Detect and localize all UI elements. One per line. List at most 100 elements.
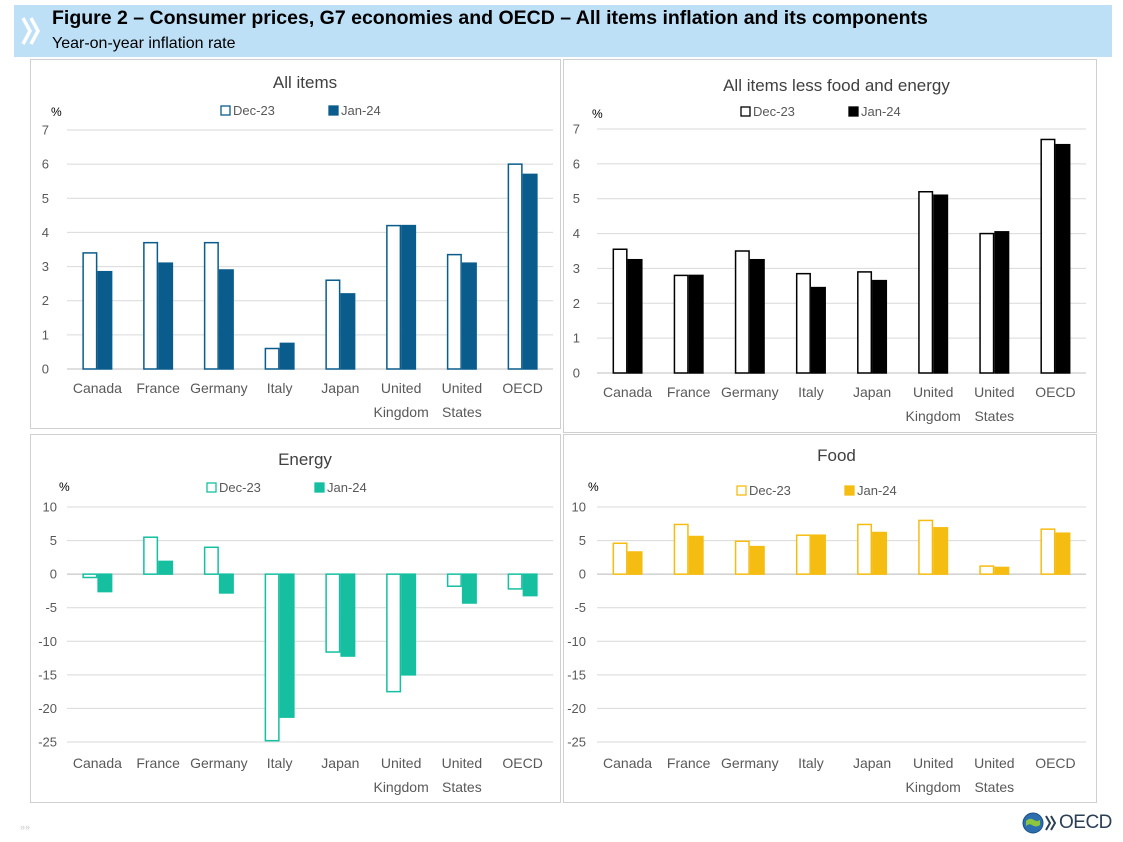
bar-jan-24-france [158, 262, 174, 370]
bar-dec-23-united-states [979, 565, 995, 575]
legend-label-dec-23: Dec-23 [753, 104, 795, 119]
y-unit-label: % [588, 480, 599, 494]
bar-dec-23-france [673, 523, 689, 575]
bar-jan-24-germany [218, 269, 234, 370]
bar-dec-23-france [143, 241, 159, 370]
legend-label-dec-23: Dec-23 [233, 103, 275, 118]
bar-jan-24-oecd [522, 173, 538, 370]
chart-panel-food: Food% Dec-23 Jan-24 10 5 0 -5 -10 -15 -20 -25 Canad… [563, 434, 1097, 803]
y-tick-label: 5 [579, 533, 586, 548]
legend-swatch-dec-23 [736, 485, 747, 496]
x-category-label: France [136, 755, 180, 771]
bar-dec-23-oecd [507, 573, 523, 590]
bar-dec-23-oecd [507, 163, 523, 370]
x-category-label: United [913, 755, 953, 771]
y-tick-label: 1 [42, 327, 49, 342]
bar-jan-24-canada [627, 258, 643, 374]
y-tick-label: 4 [42, 225, 49, 240]
legend-swatch-jan-24 [848, 106, 859, 117]
double-chevron-icon [21, 17, 40, 45]
x-category-label: United [442, 755, 482, 771]
y-tick-label: -15 [567, 667, 586, 682]
y-tick-label: 2 [573, 296, 580, 311]
x-category-label: Canada [73, 380, 122, 396]
bar-jan-24-italy [810, 286, 826, 374]
bar-jan-24-italy [279, 342, 295, 370]
y-unit-label: % [51, 105, 62, 119]
y-tick-label: 7 [42, 123, 49, 138]
y-unit-label: % [59, 480, 70, 494]
y-tick-label: -25 [567, 735, 586, 750]
bar-jan-24-germany [749, 258, 765, 374]
bar-jan-24-united-kingdom [933, 194, 949, 374]
bar-jan-24-japan [340, 293, 356, 370]
chart-panel-energy: Energy% Dec-23 Jan-24 10 5 0 -5 -10 -15 -20 -25 Can… [30, 434, 561, 803]
bar-dec-23-japan [857, 523, 873, 575]
x-category-label: United [442, 380, 482, 396]
figure-subtitle: Year-on-year inflation rate [52, 35, 236, 52]
chart-panel-core: All items less food and energy% Dec-23 Jan… [563, 59, 1097, 433]
bar-jan-24-united-states [461, 262, 477, 370]
bar-dec-23-france [143, 536, 159, 575]
y-tick-label: 3 [573, 261, 580, 276]
y-tick-label: 6 [42, 157, 49, 172]
y-unit-label: % [592, 107, 603, 121]
x-category-label: Italy [798, 384, 824, 400]
bar-jan-24-japan [340, 573, 356, 657]
legend-swatch-dec-23 [220, 105, 231, 116]
chart-core: All items less food and energy% Dec-23 Jan… [573, 76, 1086, 424]
y-tick-label: -25 [38, 735, 57, 750]
legend-label-dec-23: Dec-23 [749, 483, 791, 498]
legend-label-jan-24: Jan-24 [861, 104, 901, 119]
y-tick-label: -15 [38, 667, 57, 682]
bar-dec-23-japan [857, 271, 873, 374]
chart-title: Food [817, 446, 856, 465]
bar-dec-23-united-states [979, 232, 995, 374]
y-tick-label: -10 [38, 634, 57, 649]
chart-food: Food% Dec-23 Jan-24 10 5 0 -5 -10 -15 -20 -25 Canad… [567, 446, 1086, 795]
y-tick-label: 0 [579, 567, 586, 582]
x-category-label: Italy [267, 755, 293, 771]
bar-dec-23-oecd [1040, 138, 1056, 374]
y-tick-label: -5 [574, 600, 586, 615]
chart-title: All items less food and energy [723, 76, 950, 95]
x-category-label: States [442, 404, 482, 420]
bar-jan-24-japan [872, 531, 888, 575]
bar-jan-24-united-states [461, 573, 477, 604]
oecd-logo: OECD [1022, 812, 1112, 834]
bar-jan-24-united-states [994, 566, 1010, 575]
y-tick-label: 3 [42, 259, 49, 274]
x-category-label: OECD [502, 755, 542, 771]
x-category-label: Japan [853, 755, 891, 771]
y-tick-label: -5 [45, 600, 57, 615]
x-category-label: Kingdom [373, 404, 428, 420]
bar-dec-23-france [673, 274, 689, 374]
x-category-label: United [381, 380, 421, 396]
x-category-label: France [667, 384, 711, 400]
x-category-label: Italy [798, 755, 824, 771]
x-category-label: Japan [321, 380, 359, 396]
x-category-label: Italy [267, 380, 293, 396]
bar-dec-23-united-kingdom [386, 573, 402, 693]
bar-jan-24-germany [749, 545, 765, 575]
legend-label-dec-23: Dec-23 [219, 480, 261, 495]
bar-dec-23-italy [264, 573, 280, 742]
y-tick-label: 0 [42, 362, 49, 377]
x-category-label: OECD [1035, 384, 1075, 400]
y-tick-label: 0 [50, 567, 57, 582]
y-tick-label: 4 [573, 226, 580, 241]
y-tick-label: -20 [38, 701, 57, 716]
y-tick-label: 5 [42, 191, 49, 206]
figure-header: Figure 2 – Consumer prices, G7 economies… [14, 5, 1112, 57]
figure-title: Figure 2 – Consumer prices, G7 economies… [52, 7, 928, 29]
globe-icon [1022, 812, 1044, 834]
bar-dec-23-germany [203, 241, 219, 370]
chart-panel-all-items: All items% Dec-23 Jan-24 7 6 5 4 3 2 1 0 Canada Fran… [30, 59, 561, 429]
bar-jan-24-japan [872, 279, 888, 374]
x-category-label: Canada [603, 384, 652, 400]
x-category-label: States [442, 779, 482, 795]
y-tick-label: 10 [43, 500, 57, 515]
x-category-label: Kingdom [906, 408, 961, 424]
x-category-label: Japan [853, 384, 891, 400]
x-category-label: Canada [603, 755, 652, 771]
